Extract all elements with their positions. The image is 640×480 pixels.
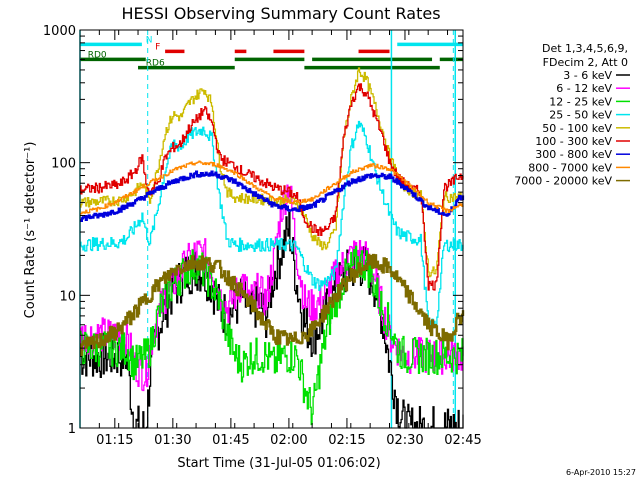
chart-title: HESSI Observing Summary Count Rates: [121, 4, 440, 23]
legend-label-800-7000-kev: 800 - 7000 keV: [528, 161, 612, 174]
flag-label-n: N: [146, 35, 153, 45]
x-axis-label: Start Time (31-Jul-05 01:06:02): [177, 456, 380, 471]
x-axis: 01:15 01:30 01:45 02:00 02:15 02:30 02:45: [79, 30, 482, 448]
x-tick-label: 01:45: [212, 433, 249, 448]
series-line-12-25-kev: [80, 245, 464, 426]
series-line-3-6-kev: [80, 211, 464, 429]
x-tick-label: 01:15: [96, 433, 133, 448]
x-tick-label: 01:30: [154, 433, 191, 448]
series-line-800-7000-kev: [80, 160, 464, 215]
legend-label-50-100-kev: 50 - 100 keV: [542, 122, 612, 135]
series-line-25-50-kev: [80, 120, 464, 331]
series-lines: [79, 67, 465, 429]
y-tick-label: 100: [51, 157, 76, 172]
legend-label-25-50-kev: 25 - 50 keV: [549, 109, 612, 122]
flag-label-rd6: RD6: [146, 59, 165, 69]
x-tick-label: 02:00: [270, 433, 307, 448]
x-tick-label: 02:15: [328, 433, 365, 448]
legend-header-line-2: FDecim 2, Att 0: [543, 56, 628, 69]
legend-label-7000-20000-kev: 7000 - 20000 keV: [514, 175, 612, 188]
y-tick-label: 1: [68, 422, 76, 437]
y-tick-label: 1000: [43, 24, 76, 39]
legend-label-100-300-kev: 100 - 300 keV: [535, 135, 612, 148]
legend-label-300-800-kev: 300 - 800 keV: [535, 148, 612, 161]
legend-header-line-1: Det 1,3,4,5,6,9,: [542, 42, 628, 55]
x-tick-label: 02:45: [444, 433, 481, 448]
series-line-7000-20000-kev: [79, 253, 465, 356]
flag-label-rd0: RD0: [88, 50, 107, 60]
x-tick-label: 02:30: [386, 433, 423, 448]
series-line-300-800-kev: [79, 170, 465, 222]
legend: Det 1,3,4,5,6,9, FDecim 2, Att 0 3 - 6 k…: [514, 42, 630, 188]
flag-label-f: F: [155, 42, 160, 52]
plot-frame: [79, 29, 464, 429]
y-axis-label: Count Rate (s⁻¹ detector⁻¹): [23, 142, 38, 319]
legend-label-6-12-kev: 6 - 12 keV: [556, 82, 612, 95]
legend-label-3-6-kev: 3 - 6 keV: [563, 69, 612, 82]
y-tick-label: 10: [59, 289, 76, 304]
timestamp: 6-Apr-2010 15:27: [566, 468, 636, 477]
y-axis: 1 10 100 1000: [43, 24, 463, 437]
legend-label-12-25-kev: 12 - 25 keV: [549, 95, 612, 108]
